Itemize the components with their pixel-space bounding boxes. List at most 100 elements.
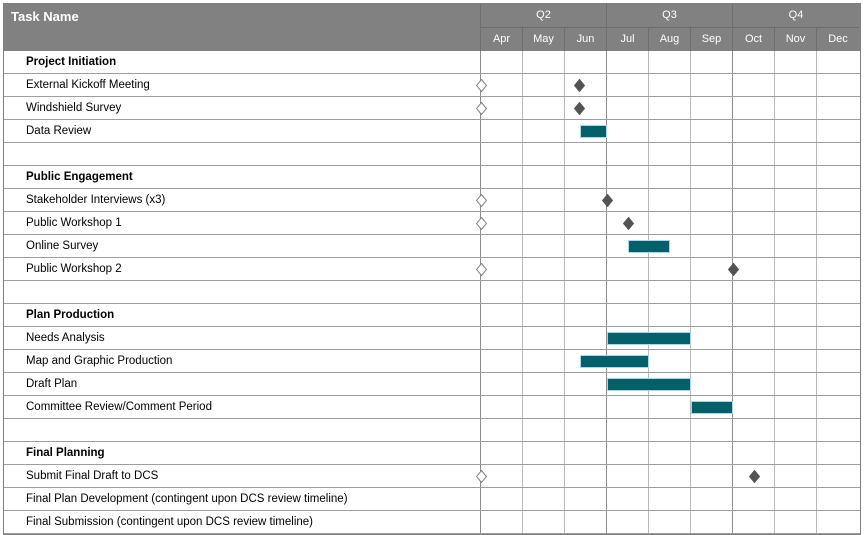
month-gridline bbox=[648, 281, 649, 303]
task-label: Map and Graphic Production bbox=[26, 355, 173, 367]
empty-row bbox=[4, 281, 860, 304]
month-gridline bbox=[648, 419, 649, 441]
month-gridline bbox=[522, 350, 523, 372]
quarter-gridline bbox=[606, 235, 607, 257]
row-timeline bbox=[475, 97, 859, 119]
month-gridline bbox=[816, 488, 817, 510]
task-label: Public Workshop 2 bbox=[26, 263, 122, 275]
milestone-diamond-icon[interactable] bbox=[622, 217, 634, 230]
gantt-bar[interactable] bbox=[628, 240, 670, 253]
month-gridline bbox=[816, 212, 817, 234]
month-gridline bbox=[816, 235, 817, 257]
gantt-bar[interactable] bbox=[607, 378, 691, 391]
milestone-diamond-icon[interactable] bbox=[601, 194, 613, 207]
task-label: Final Plan Development (contingent upon … bbox=[26, 493, 348, 505]
task-label-cell: Committee Review/Comment Period bbox=[4, 396, 481, 418]
quarter-gridline bbox=[732, 166, 733, 188]
month-gridline bbox=[648, 51, 649, 73]
month-gridline bbox=[774, 120, 775, 142]
task-row: Windshield Survey bbox=[4, 97, 860, 120]
gantt-bar[interactable] bbox=[607, 332, 691, 345]
milestone-diamond-icon[interactable] bbox=[748, 470, 760, 483]
pending-milestone-diamond-icon[interactable] bbox=[475, 217, 487, 230]
month-gridline bbox=[774, 465, 775, 487]
task-row: Submit Final Draft to DCS bbox=[4, 465, 860, 488]
task-label-cell: Online Survey bbox=[4, 235, 481, 257]
task-row: Final Plan Development (contingent upon … bbox=[4, 488, 860, 511]
row-timeline bbox=[481, 488, 859, 510]
month-gridline bbox=[816, 281, 817, 303]
quarter-gridline bbox=[732, 189, 733, 211]
milestone-diamond-icon[interactable] bbox=[727, 263, 739, 276]
month-gridline bbox=[522, 166, 523, 188]
pending-milestone-diamond-icon[interactable] bbox=[475, 470, 487, 483]
gantt-bar[interactable] bbox=[691, 401, 733, 414]
month-gridline bbox=[774, 74, 775, 96]
month-gridline bbox=[564, 281, 565, 303]
month-row: Apr May Jun Jul Aug Sep Oct Nov Dec bbox=[481, 28, 859, 51]
gantt-bar[interactable] bbox=[579, 125, 607, 138]
month-gridline bbox=[690, 258, 691, 280]
month-gridline bbox=[690, 465, 691, 487]
month-gridline bbox=[522, 373, 523, 395]
month-gridline bbox=[522, 511, 523, 533]
gantt-body: Project Initiation External Kickoff Meeti… bbox=[4, 51, 860, 534]
quarter-gridline bbox=[606, 511, 607, 533]
month-gridline bbox=[564, 488, 565, 510]
section-label: Plan Production bbox=[26, 309, 115, 321]
pending-milestone-diamond-icon[interactable] bbox=[475, 194, 487, 207]
month-gridline bbox=[816, 465, 817, 487]
month-gridline bbox=[564, 166, 565, 188]
month-gridline bbox=[816, 166, 817, 188]
month-gridline bbox=[816, 189, 817, 211]
quarter-gridline bbox=[732, 419, 733, 441]
month-gridline bbox=[690, 51, 691, 73]
month-gridline bbox=[690, 120, 691, 142]
milestone-diamond-icon[interactable] bbox=[574, 102, 586, 115]
month-gridline bbox=[564, 465, 565, 487]
month-gridline bbox=[774, 304, 775, 326]
month-gridline bbox=[564, 511, 565, 533]
quarter-gridline bbox=[732, 281, 733, 303]
pending-milestone-diamond-icon[interactable] bbox=[475, 102, 487, 115]
month-gridline bbox=[816, 304, 817, 326]
task-label-cell: Final Plan Development (contingent upon … bbox=[4, 488, 481, 510]
task-row: Stakeholder Interviews (x3) bbox=[4, 189, 860, 212]
month-gridline bbox=[774, 51, 775, 73]
month-gridline bbox=[648, 488, 649, 510]
month-gridline bbox=[690, 488, 691, 510]
row-timeline bbox=[475, 465, 859, 487]
month-gridline bbox=[774, 419, 775, 441]
task-label: Data Review bbox=[26, 125, 92, 137]
quarter-gridline bbox=[732, 373, 733, 395]
quarter-gridline bbox=[606, 166, 607, 188]
month-gridline bbox=[564, 51, 565, 73]
section-row: Public Engagement bbox=[4, 166, 860, 189]
quarter-gridline bbox=[606, 465, 607, 487]
pending-milestone-diamond-icon[interactable] bbox=[475, 79, 487, 92]
month-gridline bbox=[774, 166, 775, 188]
pending-milestone-diamond-icon[interactable] bbox=[475, 263, 487, 276]
empty-row bbox=[4, 143, 860, 166]
row-timeline bbox=[481, 166, 859, 188]
month-gridline bbox=[522, 304, 523, 326]
month-gridline bbox=[648, 465, 649, 487]
month-gridline bbox=[774, 442, 775, 464]
milestone-diamond-icon[interactable] bbox=[574, 79, 586, 92]
month-gridline bbox=[648, 304, 649, 326]
quarter-gridline bbox=[732, 235, 733, 257]
gantt-bar[interactable] bbox=[579, 355, 649, 368]
gantt-chart: Task Name Q2 Q3 Q4 Apr May Jun Jul Aug Sep Oct No… bbox=[3, 3, 861, 535]
timeline-header: Q2 Q3 Q4 Apr May Jun Jul Aug Sep Oct Nov Dec bbox=[481, 4, 859, 51]
month-gridline bbox=[564, 235, 565, 257]
task-label: Public Workshop 1 bbox=[26, 217, 122, 229]
task-label-cell: Public Workshop 2 bbox=[4, 258, 481, 280]
task-label-cell: Data Review bbox=[4, 120, 481, 142]
section-label-cell: Final Planning bbox=[4, 442, 481, 464]
quarter-gridline bbox=[732, 97, 733, 119]
month-gridline bbox=[522, 120, 523, 142]
task-label-cell: Final Submission (contingent upon DCS re… bbox=[4, 511, 481, 533]
task-label-cell: Stakeholder Interviews (x3) bbox=[4, 189, 481, 211]
month-gridline bbox=[522, 327, 523, 349]
month-gridline bbox=[816, 51, 817, 73]
